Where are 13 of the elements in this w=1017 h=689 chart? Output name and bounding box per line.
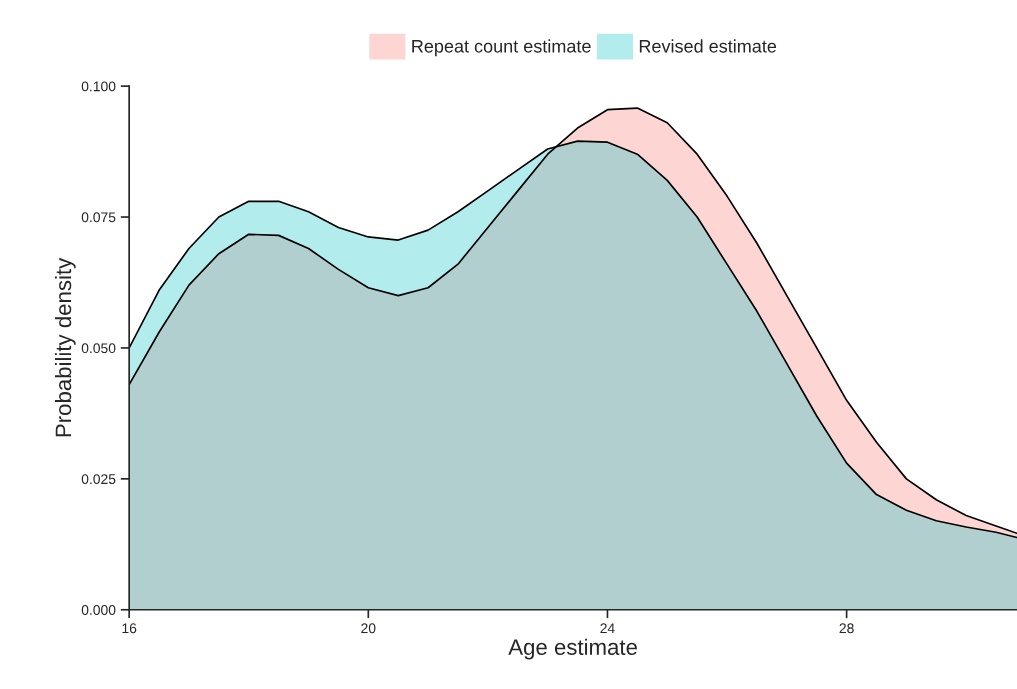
x-tick-label: 24 xyxy=(600,623,615,634)
y-tick-label: 0.075 xyxy=(81,212,116,223)
x-axis-title: Age estimate xyxy=(508,638,637,660)
y-tick-label: 0.000 xyxy=(81,605,116,615)
legend-label: Revised estimate xyxy=(639,39,777,53)
y-axis-title: Probability density xyxy=(54,257,76,437)
x-tick-label: 16 xyxy=(122,623,137,634)
x-tick-label: 28 xyxy=(839,623,854,634)
y-tick-label: 0.100 xyxy=(81,81,116,92)
y-tick-label: 0.050 xyxy=(81,343,116,354)
x-tick-label: 20 xyxy=(361,623,376,634)
legend-label: Repeat count estimate xyxy=(412,39,591,57)
y-tick-label: 0.025 xyxy=(81,474,116,485)
